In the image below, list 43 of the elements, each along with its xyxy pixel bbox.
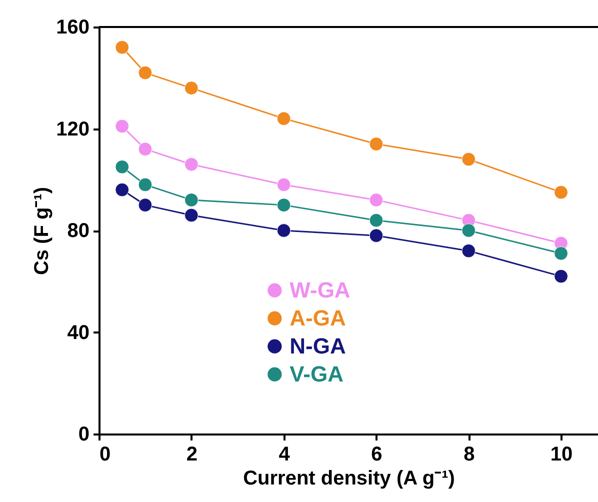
point: [276, 224, 291, 238]
legend-label: A-GA: [290, 305, 346, 330]
point: [462, 244, 476, 258]
legend-label: V-GA: [290, 361, 344, 386]
point: [138, 66, 152, 80]
x-tick-label: 10: [550, 444, 573, 466]
legend-label: N-GA: [290, 333, 346, 358]
point: [115, 40, 130, 54]
point: [462, 224, 476, 238]
y-tick-label: 80: [67, 220, 90, 242]
point: [138, 178, 152, 192]
point: [115, 119, 130, 134]
point: [276, 178, 291, 192]
point: [184, 157, 198, 172]
legend-label: W-GA: [290, 277, 350, 302]
x-axis-title: Current density (A g⁻¹): [243, 468, 455, 490]
point: [369, 213, 384, 228]
y-tick-label: 40: [67, 322, 90, 344]
point: [369, 193, 384, 207]
x-tick-label: 6: [371, 444, 382, 466]
point: [138, 198, 152, 212]
x-tick-label: 0: [100, 444, 111, 466]
point: [369, 137, 384, 151]
point: [115, 182, 130, 197]
point: [554, 246, 568, 260]
y-tick-label: 120: [56, 118, 90, 140]
y-tick-label: 160: [56, 16, 90, 38]
point: [184, 81, 198, 95]
point: [462, 152, 476, 166]
point: [554, 185, 568, 200]
point: [184, 208, 198, 222]
point: [138, 142, 152, 156]
x-tick-label: 4: [278, 444, 291, 466]
point: [115, 160, 130, 174]
x-tick-label: 8: [464, 444, 475, 466]
point: [276, 112, 291, 126]
point: [276, 198, 291, 212]
point: [184, 193, 198, 207]
y-axis-title: Cs (F g⁻¹): [31, 186, 54, 276]
x-tick-label: 2: [186, 444, 198, 466]
point: [369, 228, 384, 243]
point: [554, 269, 568, 284]
y-tick-label: 0: [78, 424, 90, 446]
